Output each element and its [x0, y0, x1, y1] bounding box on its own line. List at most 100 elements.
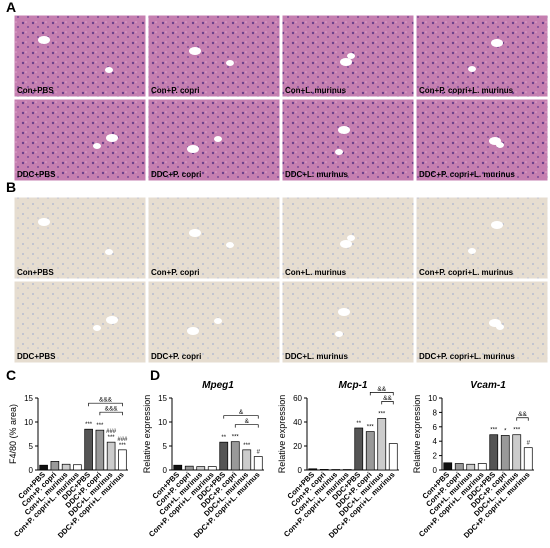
vessel	[496, 142, 504, 148]
image-label: DDC+L. murinus	[285, 170, 348, 179]
image-label: Con+P. copri	[151, 268, 200, 277]
bracket-label: &&	[518, 411, 527, 418]
significance: #	[257, 450, 261, 456]
bar	[454, 463, 464, 471]
micrograph	[13, 98, 147, 182]
significance: ***	[85, 422, 93, 428]
micrograph	[13, 196, 147, 280]
image-label: DDC+P. copri+L. murinus	[419, 352, 515, 361]
vessel	[338, 126, 350, 134]
bracket	[381, 401, 394, 405]
bracket	[88, 402, 123, 407]
y-tick-label: 40	[293, 418, 302, 427]
image-label: DDC+P. copri+L. murinus	[419, 170, 515, 179]
significance: ###	[106, 429, 117, 435]
vessel	[189, 47, 201, 55]
vessel	[106, 134, 118, 142]
bar	[253, 456, 263, 471]
micrograph	[13, 14, 147, 98]
y-axis-label: Relative expression	[412, 395, 422, 474]
bar	[489, 434, 499, 471]
micrograph	[415, 14, 549, 98]
bar	[365, 431, 375, 471]
vessel	[105, 67, 113, 73]
vessel	[93, 143, 101, 149]
bar	[319, 469, 329, 471]
vessel	[93, 325, 101, 331]
bar	[39, 464, 48, 471]
significance: #	[527, 441, 531, 447]
bracket-label: &&&	[99, 397, 113, 404]
image-label: DDC+P. copri	[151, 352, 201, 361]
image-label: DDC+L. murinus	[285, 352, 348, 361]
bar	[523, 447, 533, 471]
image-label: Con+PBS	[17, 268, 54, 277]
image-label: Con+P. copri	[151, 86, 200, 95]
image-label: Con+L. murinus	[285, 86, 347, 95]
bar	[443, 462, 453, 471]
vessel	[38, 218, 50, 226]
y-tick-label: 4	[433, 437, 438, 446]
micrograph	[415, 98, 549, 182]
panel-label: B	[6, 179, 16, 195]
bar	[196, 466, 206, 471]
y-tick-label: 0	[298, 466, 303, 475]
significance: ***	[490, 428, 498, 434]
bar	[242, 449, 252, 471]
bar	[84, 428, 93, 471]
y-axis-label: Relative expression	[277, 395, 287, 474]
image-label: Con+P. copri+L. murinus	[419, 268, 514, 277]
vessel	[214, 136, 222, 142]
bar	[106, 441, 116, 471]
bar	[500, 435, 510, 471]
bar	[377, 418, 387, 471]
bar	[73, 464, 82, 471]
y-tick-label: 10	[428, 394, 437, 403]
bar	[50, 461, 60, 471]
bracket	[516, 417, 529, 421]
significance: ***	[108, 435, 116, 441]
y-tick-label: 5	[163, 442, 168, 451]
vessel	[347, 53, 355, 59]
micrograph	[147, 14, 281, 98]
bar	[466, 463, 476, 471]
significance: ***	[232, 435, 240, 441]
significance: ***	[96, 423, 104, 429]
vessel	[468, 248, 476, 254]
y-tick-label: 15	[158, 394, 167, 403]
bar	[230, 441, 240, 471]
chart-title: Vcam-1	[470, 380, 506, 391]
vessel	[38, 36, 50, 44]
bracket-label: &&	[383, 395, 392, 402]
vessel	[347, 235, 355, 241]
chart-title: Mcp-1	[339, 380, 368, 391]
bracket	[369, 392, 394, 396]
bar	[388, 443, 398, 471]
y-tick-label: 0	[433, 466, 438, 475]
bar	[95, 429, 105, 471]
vessel	[491, 39, 503, 47]
significance: *	[504, 428, 507, 434]
bracket	[223, 415, 259, 419]
bracket	[99, 411, 123, 416]
significance: ***	[367, 425, 375, 431]
y-tick-label: 0	[29, 466, 34, 475]
vessel	[338, 308, 350, 316]
image-label: DDC+PBS	[17, 352, 56, 361]
significance: ***	[119, 443, 127, 449]
y-tick-label: 2	[433, 452, 438, 461]
vessel	[496, 324, 504, 330]
micrograph	[147, 98, 281, 182]
bracket-label: &&	[377, 386, 386, 393]
vessel	[187, 145, 199, 153]
bracket-label: &&&	[105, 406, 119, 413]
vessel	[340, 58, 352, 66]
y-tick-label: 60	[293, 394, 302, 403]
micrograph	[415, 196, 549, 280]
y-tick-label: 10	[158, 418, 167, 427]
image-label: Con+L. murinus	[285, 268, 347, 277]
image-label: DDC+P. copri	[151, 170, 201, 179]
y-tick-label: 10	[24, 418, 33, 427]
y-tick-label: 0	[163, 466, 168, 475]
